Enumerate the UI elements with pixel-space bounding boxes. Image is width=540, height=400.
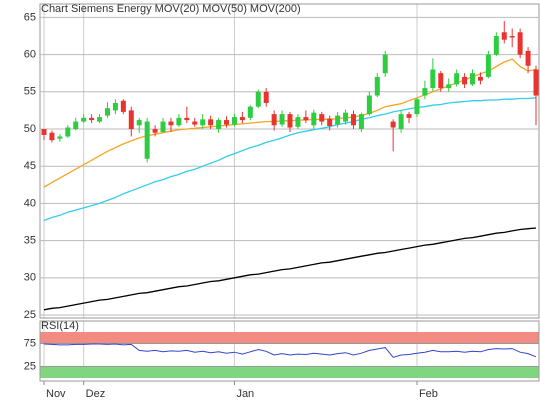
plot-border [39, 3, 540, 319]
candle-body [176, 117, 182, 126]
candle-body [231, 117, 237, 125]
candle-body [224, 120, 230, 125]
candle-body [255, 91, 261, 107]
candle-body [454, 73, 460, 85]
candle-body [462, 76, 468, 85]
candle-body [406, 114, 412, 118]
y-tick-label: 75 [24, 337, 36, 349]
candle-body [192, 121, 198, 125]
candle-body [49, 132, 55, 141]
candle-body [414, 99, 420, 115]
moving-average-line [43, 227, 537, 311]
y-tick-label: 30 [24, 272, 36, 284]
rsi-line [43, 343, 537, 358]
y-tick-label: 65 [24, 11, 36, 23]
candle-body [430, 69, 436, 89]
candle-body [517, 32, 523, 55]
candle-body [533, 69, 539, 96]
candle-body [382, 54, 388, 74]
candle-body [335, 115, 341, 125]
x-tick-label: Nov [46, 388, 66, 400]
candle-body [303, 117, 309, 121]
candle-body [438, 73, 444, 89]
candle-body [390, 121, 396, 128]
candle-body [485, 54, 491, 77]
candle-body [525, 50, 531, 66]
candle-body [358, 114, 364, 130]
candle-body [144, 121, 150, 159]
candle-body [422, 88, 428, 96]
y-tick-label: 55 [24, 86, 36, 98]
candle-body [168, 121, 174, 126]
candle-body [350, 114, 356, 126]
y-tick-label: 60 [24, 49, 36, 61]
candle-body [239, 117, 245, 121]
candle-body [287, 114, 293, 128]
candle-body [263, 91, 269, 103]
candle-body [327, 118, 333, 127]
candle-body [112, 102, 118, 111]
candle-body [501, 32, 507, 40]
x-tick-label: Feb [419, 388, 438, 400]
candle-body [446, 84, 452, 89]
panel-border [39, 320, 540, 382]
candle-body [89, 117, 95, 121]
candle-body [366, 95, 372, 115]
candle-body [57, 136, 63, 139]
candle-body [208, 119, 214, 126]
candle-body [97, 117, 103, 122]
candle-body [41, 129, 47, 135]
y-tick-label: 25 [24, 360, 36, 372]
candle-body [311, 112, 317, 126]
rsi-zone [40, 332, 539, 344]
y-tick-label: 25 [24, 309, 36, 321]
candle-body [374, 76, 380, 96]
legend-entry: MOV(200) [250, 3, 301, 15]
panel-title: RSI(14) [41, 320, 79, 332]
y-tick-label: 35 [24, 235, 36, 247]
legend-entry: MOV(20) [155, 3, 200, 15]
moving-average-line [43, 97, 537, 222]
candle-body [509, 35, 515, 38]
candle-body [65, 127, 71, 137]
candle-body [216, 120, 222, 130]
candle-body [493, 35, 499, 55]
y-tick-label: 40 [24, 197, 36, 209]
candle-body [279, 114, 285, 125]
x-tick-label: Jan [236, 388, 254, 400]
candle-body [247, 106, 253, 118]
candle-body [477, 76, 483, 81]
candle-body [398, 114, 404, 130]
candle-body [200, 119, 206, 126]
candle-body [160, 121, 166, 132]
rsi-zone [40, 366, 539, 378]
candle-body [271, 114, 277, 126]
candle-body [128, 110, 134, 130]
candle-body [343, 112, 349, 122]
chart-title: Chart Siemens Energy [41, 3, 152, 15]
candle-body [136, 120, 142, 126]
x-tick-label: Dez [86, 388, 106, 400]
candle-body [81, 117, 87, 122]
candle-body [73, 121, 79, 130]
candle-body [319, 114, 325, 122]
candle-body [184, 117, 190, 121]
candle-body [104, 108, 110, 116]
candle-body [470, 73, 476, 85]
legend-entry: MOV(50) [202, 3, 247, 15]
candle-body [295, 117, 301, 127]
candle-body [152, 129, 158, 133]
y-tick-label: 45 [24, 160, 36, 172]
candle-body [120, 100, 126, 112]
y-tick-label: 50 [24, 123, 36, 135]
